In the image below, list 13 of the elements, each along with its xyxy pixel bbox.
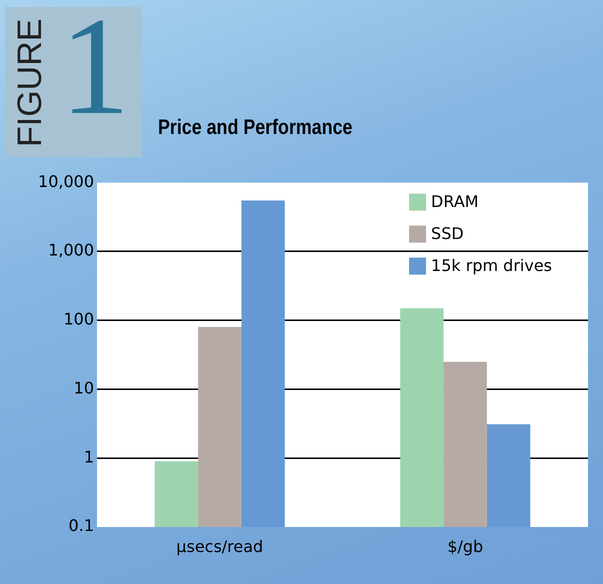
- y-tick-label: 100: [63, 310, 94, 329]
- y-tick-label: 10,000: [38, 172, 94, 191]
- y-tick-label: 1: [84, 447, 94, 466]
- y-tick-label: 1,000: [48, 240, 94, 260]
- caption: FIGURE 1: [11, 6, 130, 147]
- legend-label: 15k rpm drives: [431, 256, 552, 275]
- x-tick-label: $/gb: [447, 536, 484, 556]
- y-tick-label: 10: [74, 378, 94, 398]
- legend-label: SSD: [431, 224, 464, 243]
- y-tick-label: 0.1: [68, 516, 94, 536]
- x-tick-label: µsecs/read: [176, 536, 264, 556]
- legend-label: DRAM: [431, 192, 479, 211]
- chart-title: Price and Performance: [158, 116, 352, 140]
